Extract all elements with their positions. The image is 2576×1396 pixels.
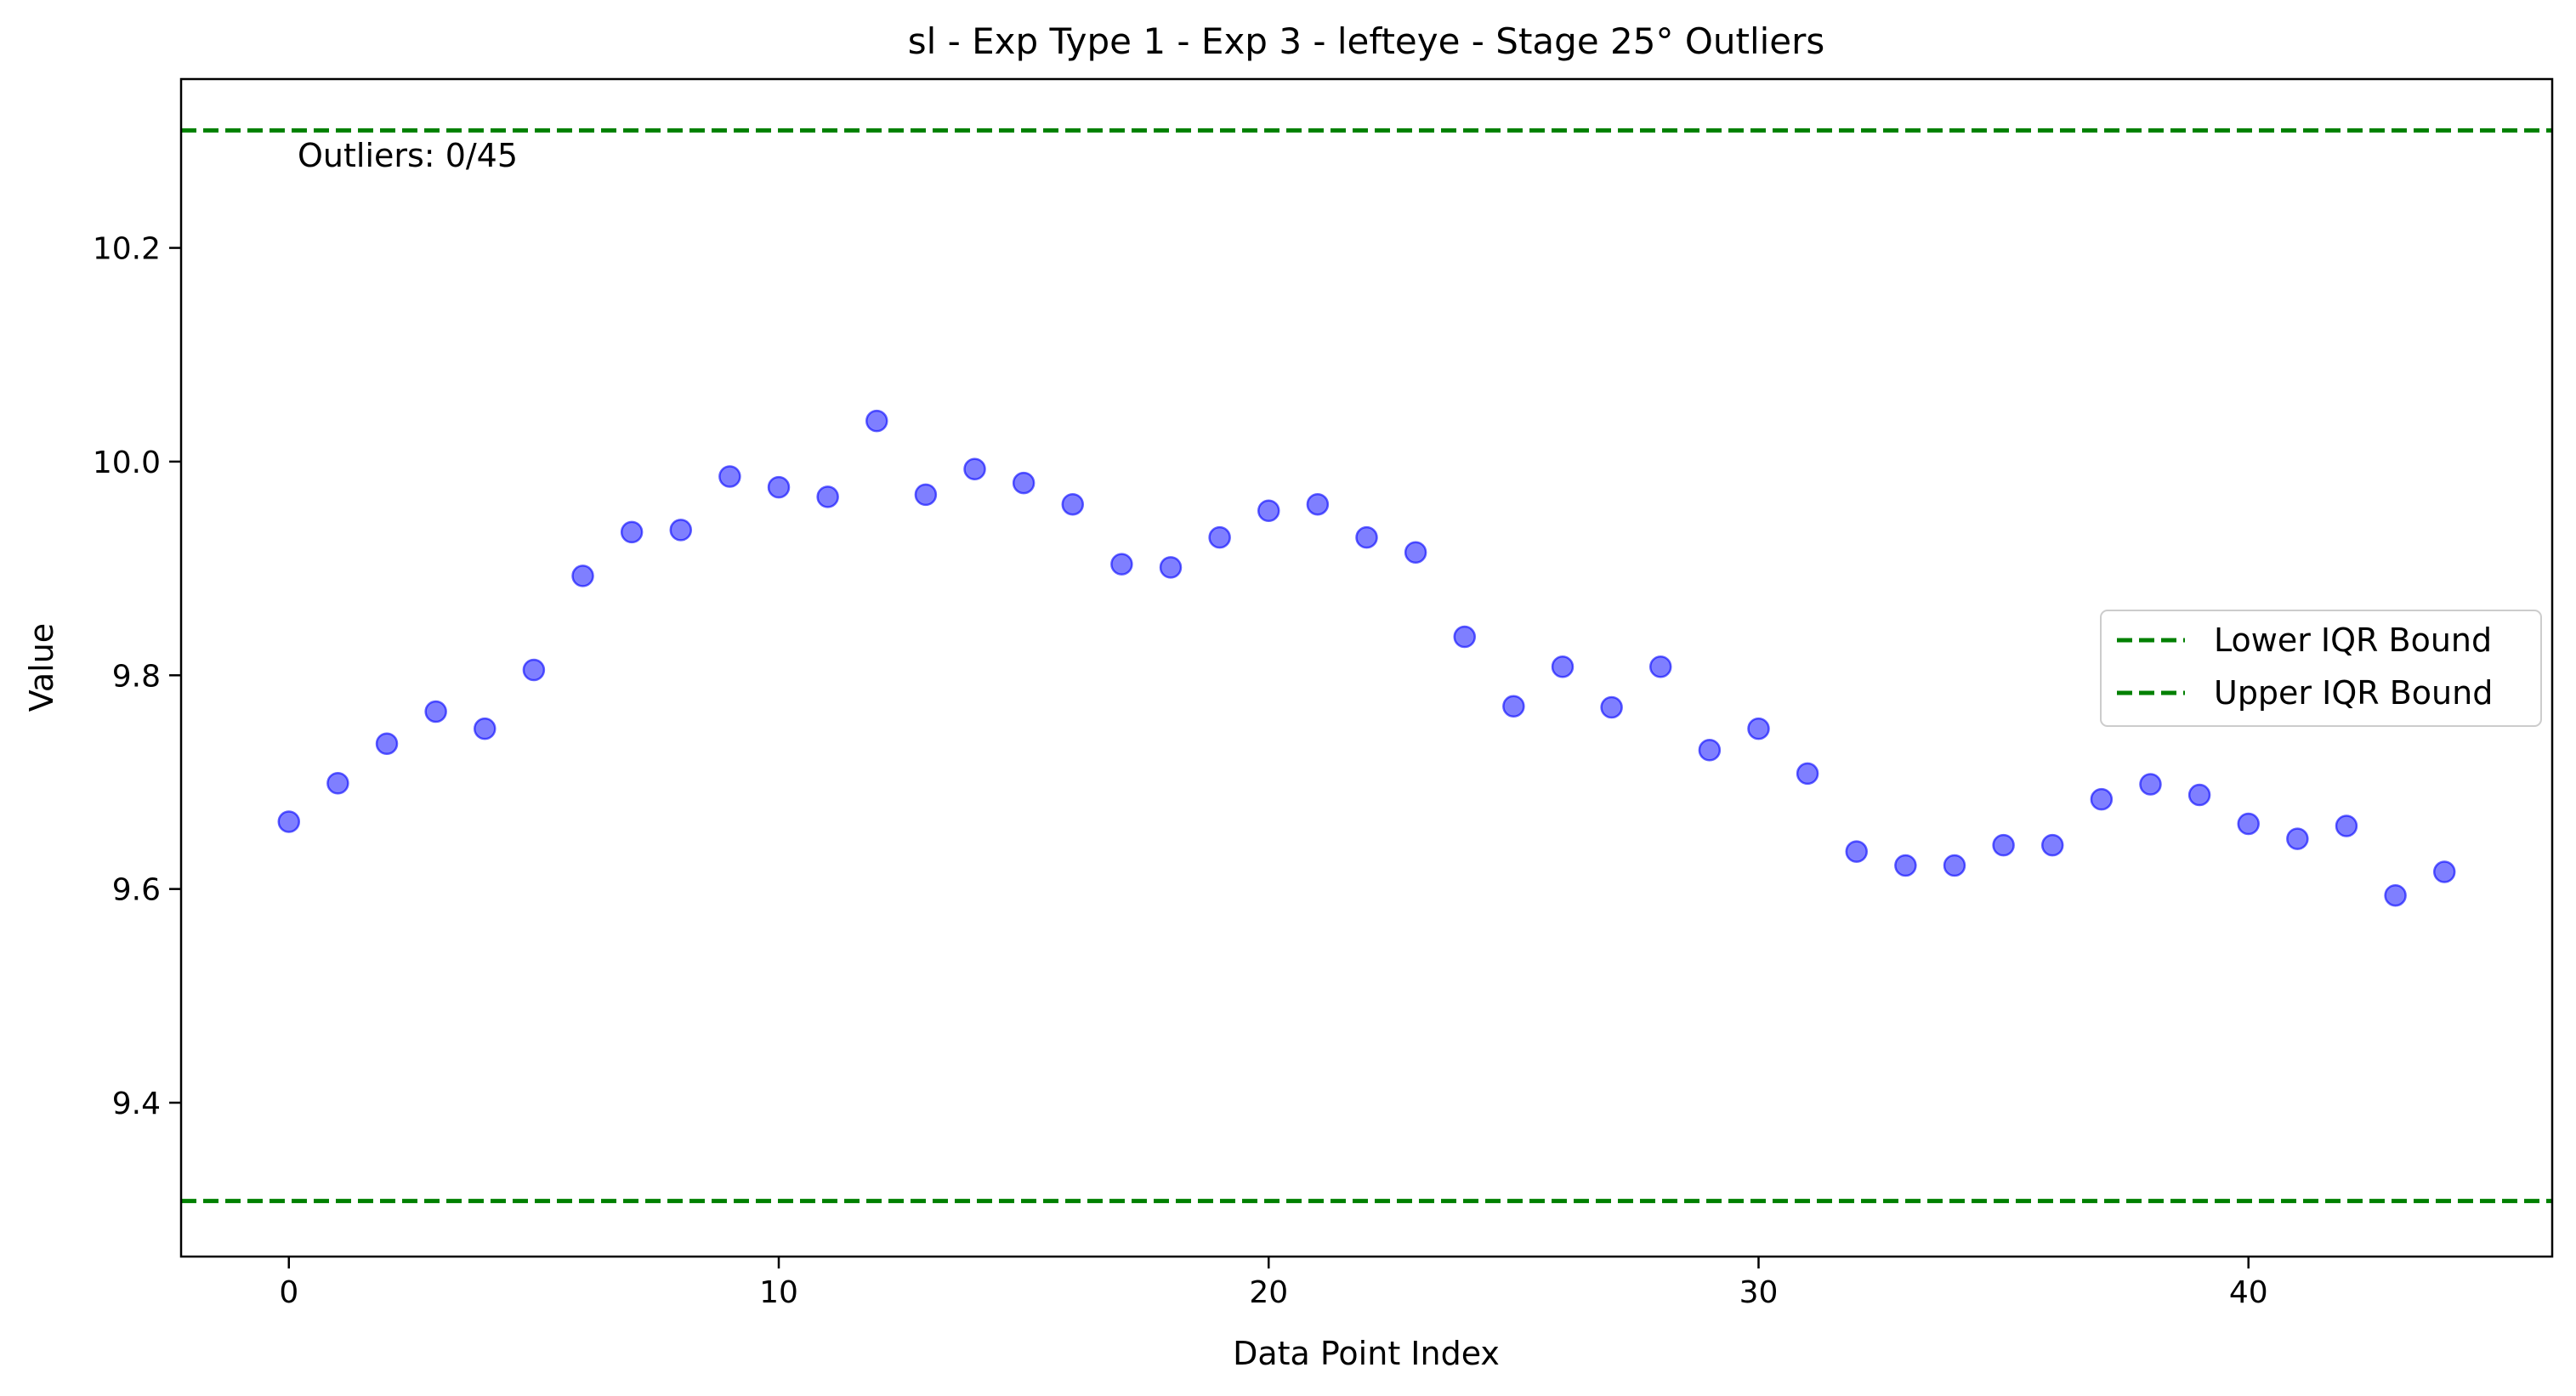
x-axis-label: Data Point Index	[1233, 1335, 1500, 1372]
data-point	[2139, 773, 2162, 796]
data-point	[1404, 541, 1427, 565]
data-point	[669, 519, 693, 542]
data-point	[914, 483, 938, 507]
data-point	[375, 732, 399, 755]
y-tick-label: 9.8	[112, 659, 161, 694]
data-point	[1747, 717, 1770, 741]
axes-layer	[179, 77, 2554, 1258]
data-point	[1698, 739, 1722, 762]
legend-label-lower-bound: Lower IQR Bound	[2214, 621, 2492, 659]
y-tick-label: 10.2	[93, 232, 161, 267]
data-point	[1159, 556, 1183, 579]
data-point	[424, 700, 447, 724]
plot-frame	[179, 77, 2554, 1258]
data-point	[277, 810, 301, 833]
data-point	[865, 409, 888, 433]
data-point	[474, 717, 496, 741]
y-tick-label: 9.6	[112, 873, 161, 908]
data-point	[1502, 695, 1525, 718]
y-tick-label: 9.4	[112, 1087, 161, 1121]
data-point	[2187, 783, 2211, 807]
data-point	[816, 485, 839, 508]
ticks-layer: 0 10 20 30 40 9.4 9.6 9.8 10.0 10.2	[93, 232, 2268, 1310]
data-point	[1992, 833, 2015, 857]
data-point	[2090, 787, 2114, 811]
data-point	[1110, 553, 1133, 576]
data-point	[1453, 625, 1476, 649]
data-point	[2335, 814, 2358, 837]
data-point	[1355, 525, 1378, 549]
y-axis-label: Value	[23, 623, 60, 712]
data-point	[2286, 827, 2309, 850]
data-point	[1600, 695, 1623, 719]
data-point	[326, 771, 349, 795]
data-point	[1208, 525, 1231, 549]
chart-title: sl - Exp Type 1 - Exp 3 - lefteye - Stag…	[908, 20, 1825, 62]
data-point	[767, 475, 791, 499]
data-point	[1551, 655, 1575, 678]
data-point	[2237, 812, 2260, 836]
data-point	[1943, 854, 1966, 877]
x-tick-label: 10	[759, 1275, 798, 1310]
legend-label-upper-bound: Upper IQR Bound	[2214, 674, 2493, 712]
outliers-annotation: Outliers: 0/45	[298, 137, 518, 174]
data-point	[1306, 492, 1330, 516]
x-tick-label: 30	[1739, 1275, 1779, 1310]
data-point	[1012, 471, 1036, 495]
y-tick-label: 10.0	[93, 445, 161, 480]
x-tick-label: 20	[1249, 1275, 1288, 1310]
data-point	[1257, 499, 1280, 522]
data-point	[718, 465, 741, 488]
data-point	[2432, 860, 2456, 883]
data-point	[1845, 840, 1868, 863]
legend-box	[2100, 610, 2542, 727]
data-point	[1796, 762, 1819, 786]
x-tick-label: 40	[2229, 1275, 2268, 1310]
data-point	[522, 658, 546, 682]
legend: Lower IQR Bound Upper IQR Bound	[2100, 610, 2542, 727]
data-point	[2384, 883, 2407, 907]
data-point	[1648, 655, 1672, 678]
data-point	[1894, 854, 1917, 877]
data-point	[571, 565, 594, 587]
data-point	[620, 520, 644, 544]
data-point	[963, 457, 986, 480]
bounds-layer	[181, 128, 2552, 1204]
data-point	[2040, 833, 2064, 857]
data-point	[1061, 492, 1085, 516]
points-layer	[277, 409, 2456, 907]
x-tick-label: 0	[279, 1275, 298, 1310]
